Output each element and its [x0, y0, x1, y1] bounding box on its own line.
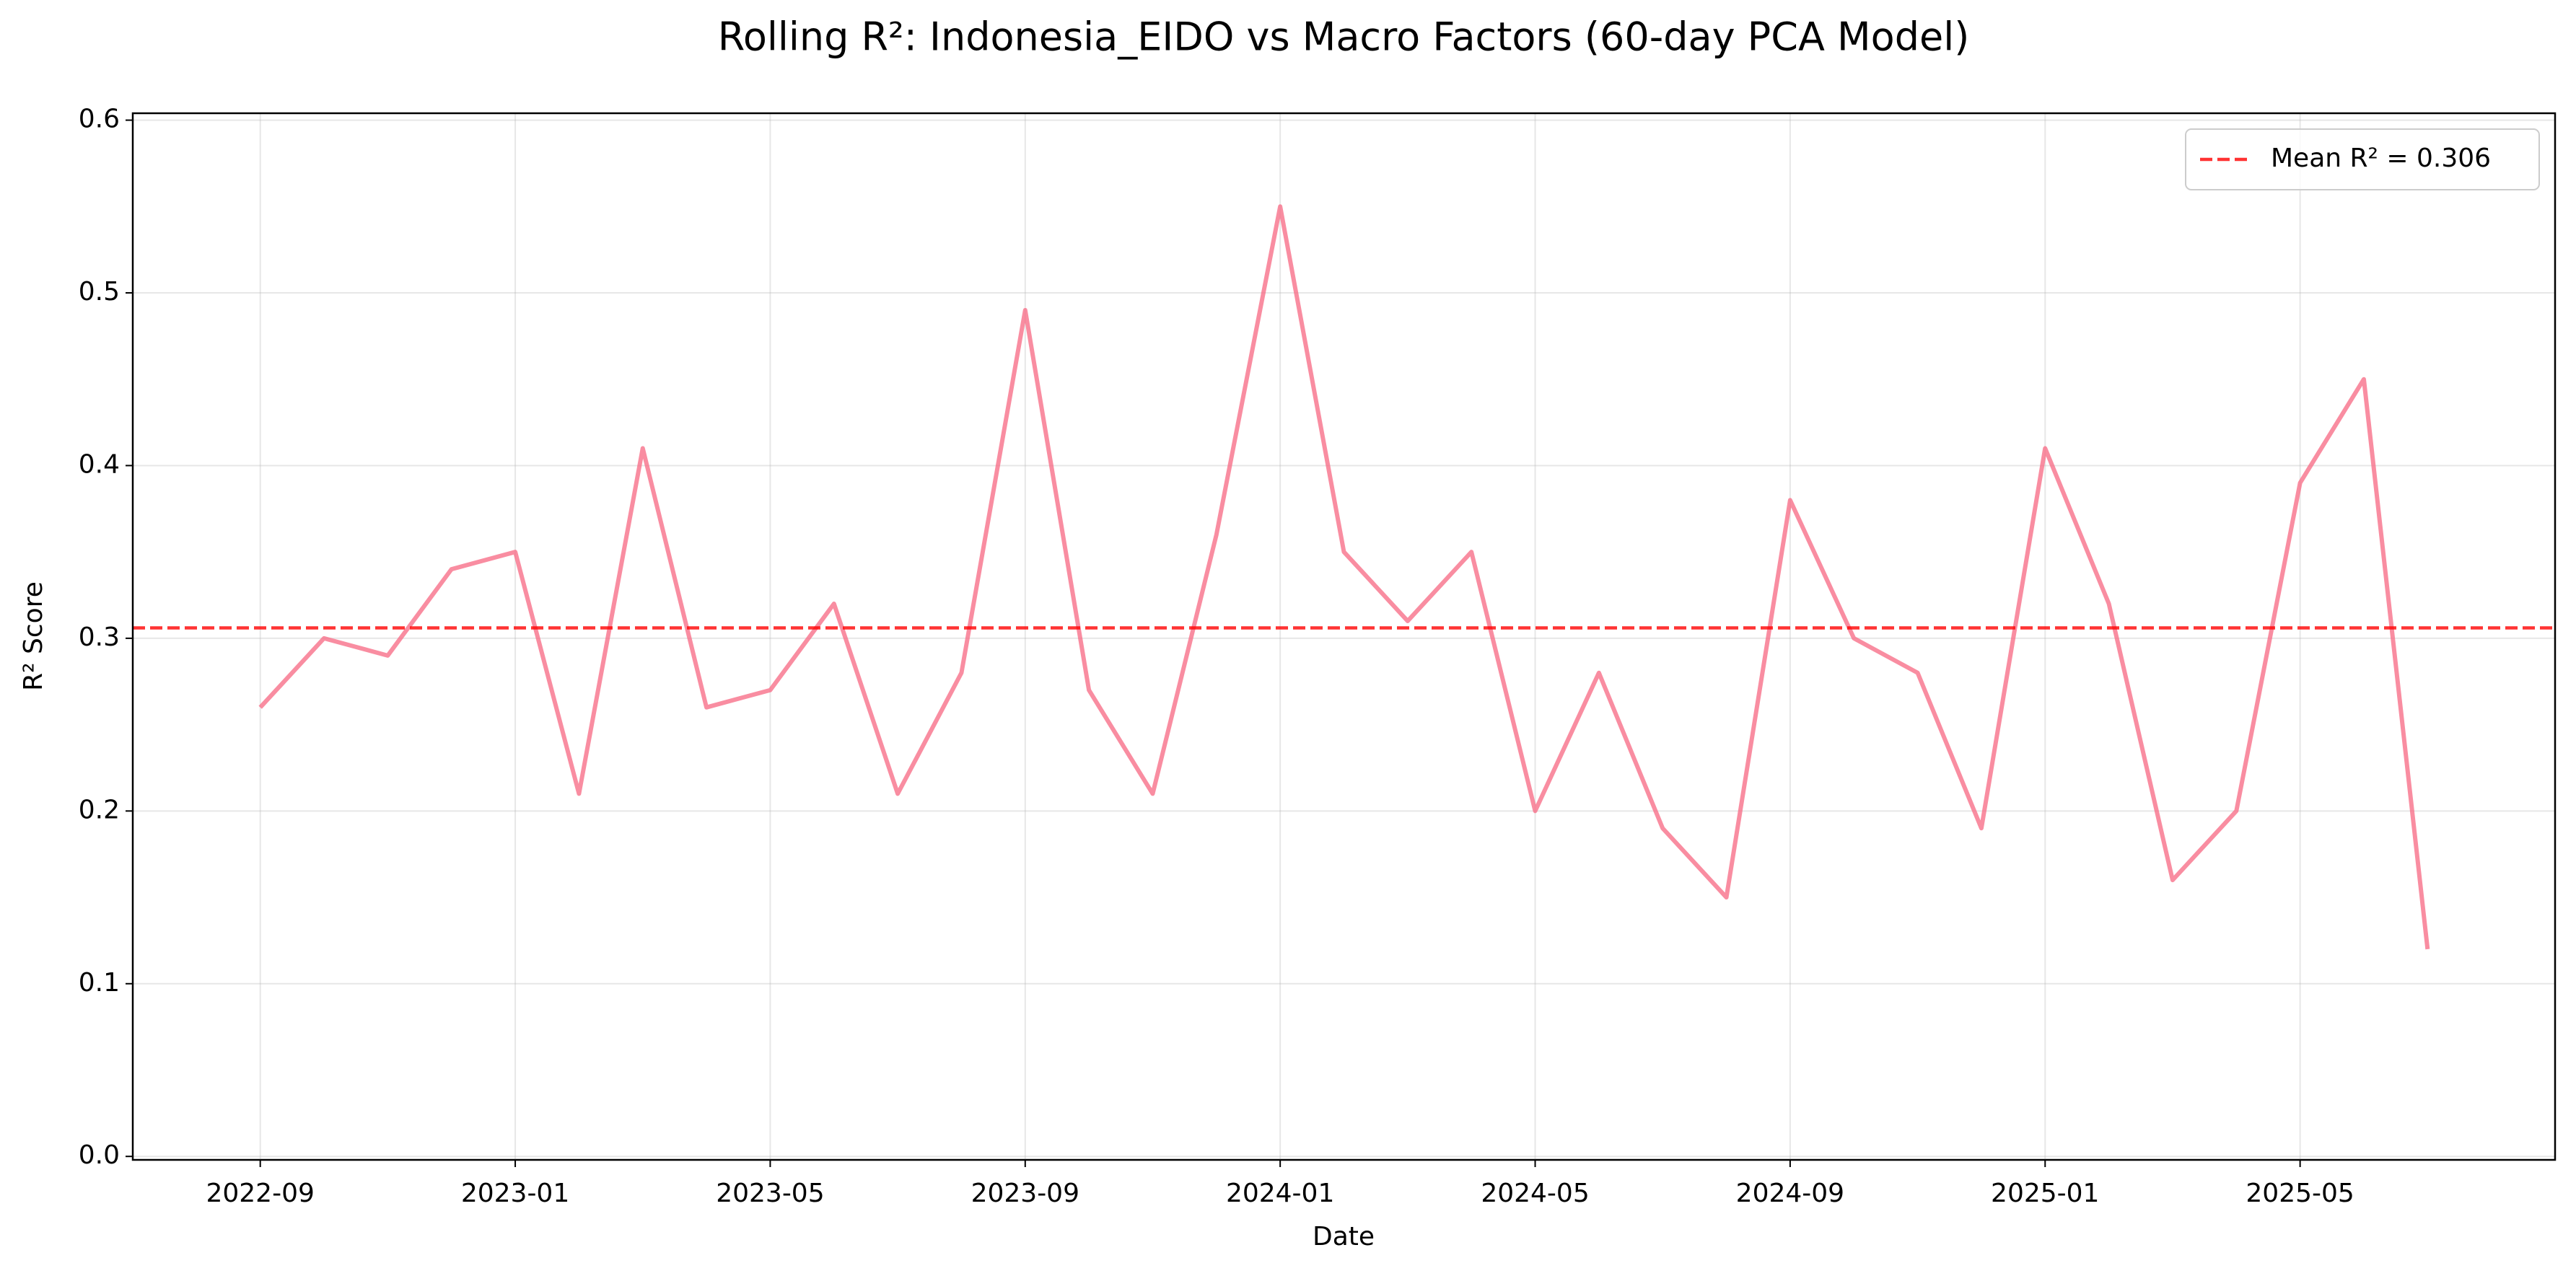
x-tick-label: 2024-05	[1481, 1179, 1589, 1208]
x-tick-label: 2025-05	[2246, 1179, 2354, 1208]
y-tick-label: 0.2	[79, 795, 120, 824]
y-tick-label: 0.5	[79, 277, 120, 307]
y-tick-label: 0.4	[79, 449, 120, 479]
x-tick-label: 2024-01	[1226, 1179, 1334, 1208]
legend: Mean R² = 0.306	[2185, 128, 2540, 190]
x-tick-label: 2022-09	[206, 1179, 314, 1208]
y-tick-label: 0.6	[79, 105, 120, 134]
y-tick-label: 0.3	[79, 622, 120, 652]
x-tick-label: 2023-01	[461, 1179, 569, 1208]
x-tick-label: 2023-05	[716, 1179, 824, 1208]
y-tick-label: 0.1	[79, 968, 120, 998]
axes-frame	[131, 112, 2557, 1161]
legend-box	[2185, 128, 2540, 190]
chart-title: Rolling R²: Indonesia_EIDO vs Macro Fact…	[718, 14, 1970, 60]
x-axis-label: Date	[1313, 1222, 1375, 1251]
x-tick-label: 2023-09	[971, 1179, 1079, 1208]
data-line	[258, 204, 2430, 950]
x-tick-label: 2025-01	[1991, 1179, 2099, 1208]
legend-label: Mean R² = 0.306	[2271, 144, 2491, 173]
x-tick-label: 2024-09	[1736, 1179, 1844, 1208]
y-axis-label: R² Score	[19, 581, 48, 691]
y-tick-label: 0.0	[79, 1140, 120, 1170]
